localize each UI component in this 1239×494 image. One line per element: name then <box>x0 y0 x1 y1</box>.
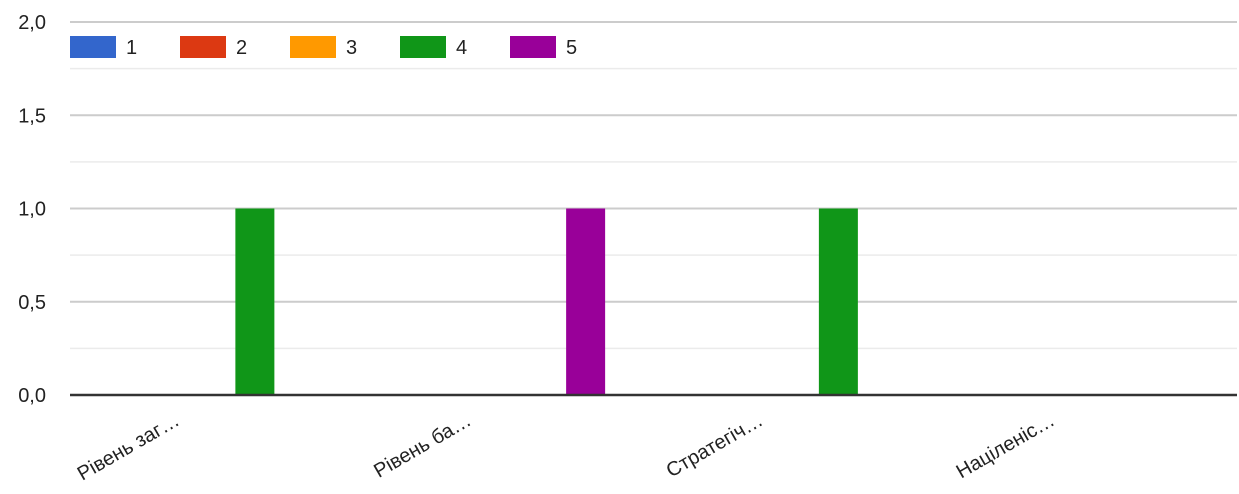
legend-swatch-3 <box>290 36 336 58</box>
y-tick-label: 2,0 <box>18 12 46 34</box>
y-tick-label: 0,0 <box>18 385 46 407</box>
bar-4-2 <box>818 208 858 395</box>
y-tick-label: 1,5 <box>18 105 46 127</box>
x-axis-tick-labels: Рівень заг… Рівень ба… Стратегіч… Націленіс… <box>74 409 1059 485</box>
x-tick-label: Рівень ба… <box>370 409 475 482</box>
x-tick-label: Рівень заг… <box>74 409 184 485</box>
bars <box>235 208 858 395</box>
legend-label-5: 5 <box>566 37 577 59</box>
legend-label-1: 1 <box>126 37 137 59</box>
bar-4-0 <box>235 208 275 395</box>
legend-label-4: 4 <box>456 37 467 59</box>
legend-swatch-1 <box>70 36 116 58</box>
x-tick-label: Націленіс… <box>953 409 1059 483</box>
legend-label-2: 2 <box>236 37 247 59</box>
legend-swatch-2 <box>180 36 226 58</box>
legend-swatch-5 <box>510 36 556 58</box>
x-tick-label: Стратегіч… <box>663 409 767 482</box>
bar-5-1 <box>566 208 606 395</box>
legend: 1 2 3 4 5 <box>70 36 577 59</box>
legend-swatch-4 <box>400 36 446 58</box>
y-axis-tick-labels: 0,0 0,5 1,0 1,5 2,0 <box>18 12 46 407</box>
legend-label-3: 3 <box>346 37 357 59</box>
y-tick-label: 0,5 <box>18 292 46 314</box>
y-tick-label: 1,0 <box>18 199 46 221</box>
